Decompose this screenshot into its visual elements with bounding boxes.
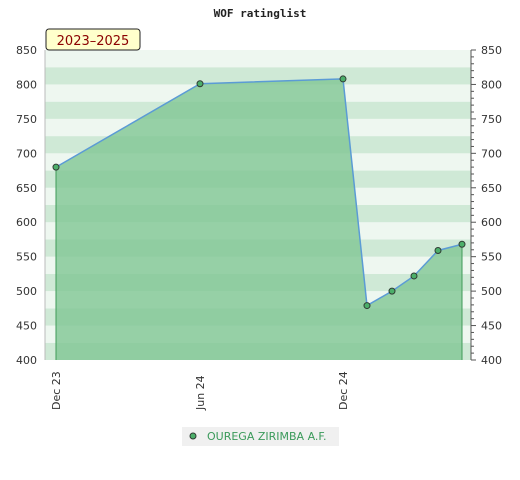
right-y-axis: 400 450 500 550 600 650 700 750 800 850 (470, 44, 502, 367)
legend-label: OUREGA ZIRIMBA A.F. (207, 430, 326, 443)
grid-band (45, 50, 471, 68)
series-area (56, 78, 462, 360)
y-tick-label-right: 600 (481, 216, 502, 229)
left-y-axis: 400 450 500 550 600 650 700 750 800 850 (16, 44, 46, 367)
data-point (410, 272, 418, 280)
y-tick-label-left: 400 (16, 354, 37, 367)
data-point (458, 240, 466, 248)
y-tick-label-right: 500 (481, 285, 502, 298)
y-tick-label-left: 650 (16, 182, 37, 195)
y-tick-label-right: 700 (481, 147, 502, 160)
period-badge: 2023–2025 (45, 28, 141, 51)
y-tick-label-left: 750 (16, 113, 37, 126)
y-tick-label-right: 850 (481, 44, 502, 57)
data-point (339, 75, 347, 83)
series-line (55, 78, 463, 307)
y-tick-label-left: 500 (16, 285, 37, 298)
y-tick-label-left: 450 (16, 320, 37, 333)
x-tick-label: Jun 24 (194, 375, 207, 411)
y-tick-label-left: 850 (16, 44, 37, 57)
data-point (434, 246, 442, 254)
x-tick-label: Dec 24 (337, 371, 350, 410)
data-point (196, 80, 204, 88)
y-tick-label-left: 600 (16, 216, 37, 229)
y-tick-label-left: 800 (16, 78, 37, 91)
y-tick-label-right: 550 (481, 251, 502, 264)
data-point (388, 287, 396, 295)
y-tick-label-left: 550 (16, 251, 37, 264)
area-layer (55, 78, 463, 360)
y-tick-label-right: 450 (481, 320, 502, 333)
chart-title: WOF ratinglist (214, 7, 307, 20)
x-tick-label: Dec 23 (50, 371, 63, 410)
data-markers (52, 75, 466, 310)
legend: OUREGA ZIRIMBA A.F. (182, 427, 339, 446)
y-tick-label-right: 800 (481, 78, 502, 91)
period-label: 2023–2025 (57, 34, 130, 49)
y-tick-label-left: 700 (16, 147, 37, 160)
grid-band (45, 67, 471, 85)
x-axis: Dec 23 Jun 24 Dec 24 (50, 371, 350, 411)
legend-marker (189, 432, 197, 440)
data-point (363, 302, 371, 310)
y-tick-label-right: 750 (481, 113, 502, 126)
y-tick-label-right: 400 (481, 354, 502, 367)
y-tick-label-right: 650 (481, 182, 502, 195)
data-point (52, 163, 60, 171)
